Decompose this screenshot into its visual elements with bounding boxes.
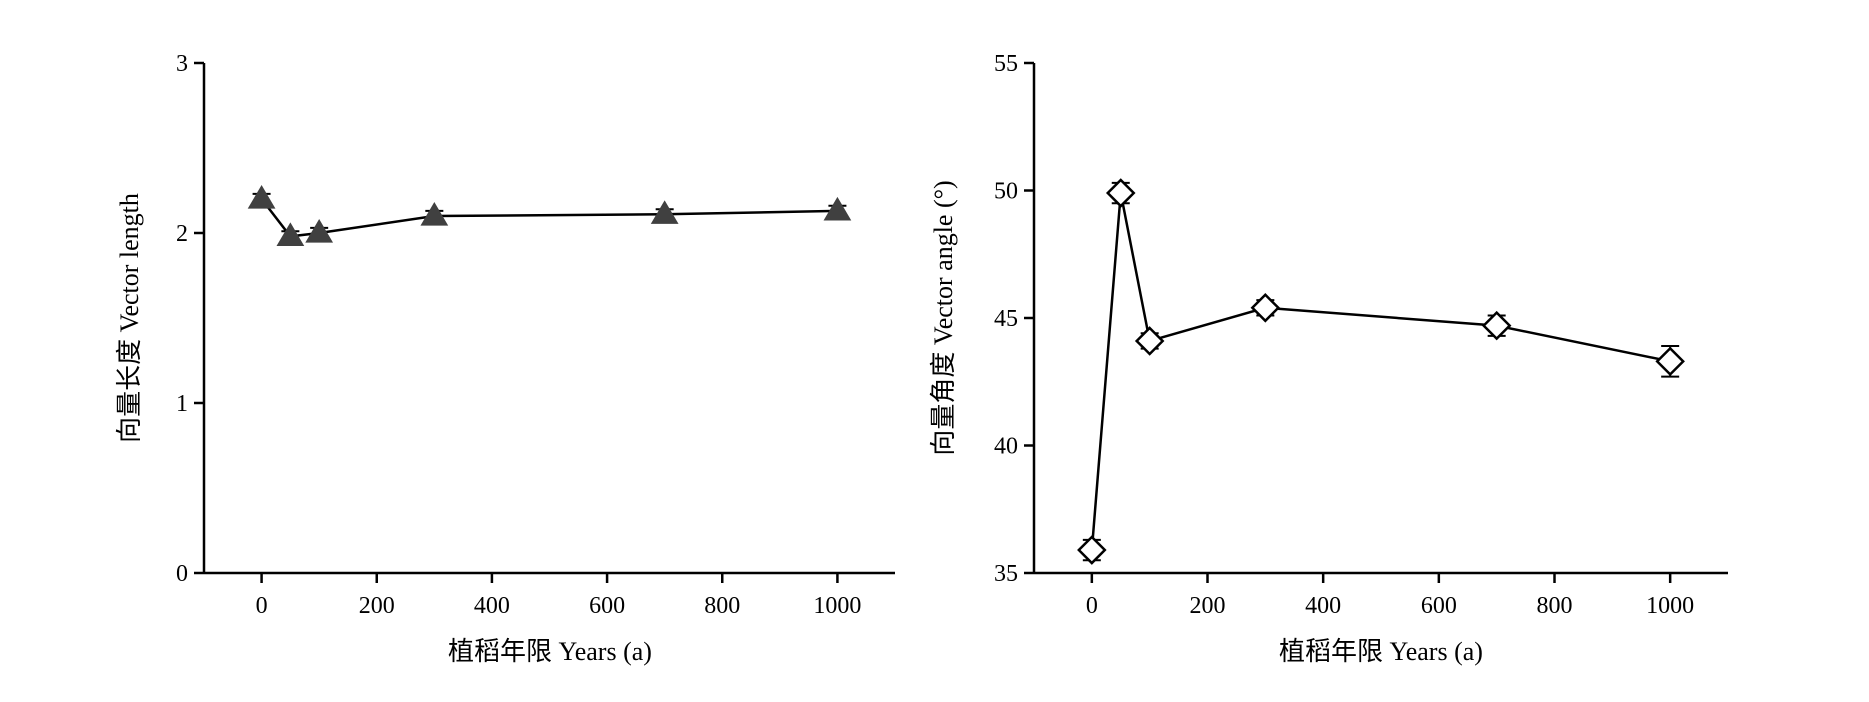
chart2-data-point bbox=[1134, 326, 1165, 356]
chart1-x-tick-label: 200 bbox=[359, 593, 395, 619]
chart1-x-tick-label: 600 bbox=[589, 593, 625, 619]
chart1-data-point bbox=[420, 202, 449, 226]
chart1-series-line bbox=[260, 198, 838, 238]
chart1-y-tick-label: 1 bbox=[176, 391, 188, 417]
chart2-data-point bbox=[1481, 310, 1512, 341]
chart1-data-point bbox=[823, 196, 852, 221]
chart1-y-axis-title: 向量长度 Vector length bbox=[115, 193, 144, 443]
chart2-data-point bbox=[1655, 346, 1685, 377]
chart2-y-tick-label: 50 bbox=[994, 179, 1018, 205]
chart1-x-axis-title: 植稻年限 Years (a) bbox=[448, 637, 652, 666]
chart2-x-tick-label: 1000 bbox=[1646, 593, 1694, 619]
chart1-x-tick-label: 1000 bbox=[813, 593, 861, 619]
chart2-y-tick-label: 40 bbox=[994, 434, 1018, 460]
chart1-y-tick-label: 2 bbox=[176, 221, 188, 247]
chart2-y-tick-label: 55 bbox=[994, 51, 1018, 77]
chart1-x-tick-label: 800 bbox=[704, 593, 740, 619]
chart2-x-tick-label: 400 bbox=[1305, 593, 1341, 619]
chart1-data-point bbox=[305, 219, 334, 243]
chart1-y-tick-label: 3 bbox=[176, 51, 188, 77]
chart2-data-point bbox=[1105, 178, 1136, 208]
chart2-x-tick-label: 200 bbox=[1190, 593, 1226, 619]
chart2-x-tick-label: 600 bbox=[1421, 593, 1457, 619]
chart1-data-point bbox=[247, 185, 276, 209]
chart2-y-axis-title: 向量角度 Vector angle (°) bbox=[929, 180, 958, 455]
chart2-y-tick-label: 35 bbox=[994, 561, 1018, 587]
chart2-data-point bbox=[1250, 293, 1281, 323]
chart1-x-tick-label: 0 bbox=[256, 593, 268, 619]
chart1-y-tick-label: 0 bbox=[176, 561, 188, 587]
chart2-x-tick-label: 0 bbox=[1086, 593, 1098, 619]
chart2-series-line bbox=[1090, 192, 1671, 551]
chart1-data-point bbox=[650, 200, 679, 224]
chart1-data-point bbox=[276, 222, 305, 246]
chart2-y-tick-label: 45 bbox=[994, 306, 1018, 332]
chart2-data-point bbox=[1077, 535, 1107, 565]
chart2-x-tick-label: 800 bbox=[1537, 593, 1573, 619]
chart2-x-axis-title: 植稻年限 Years (a) bbox=[1279, 637, 1483, 666]
chart1-x-tick-label: 400 bbox=[474, 593, 510, 619]
